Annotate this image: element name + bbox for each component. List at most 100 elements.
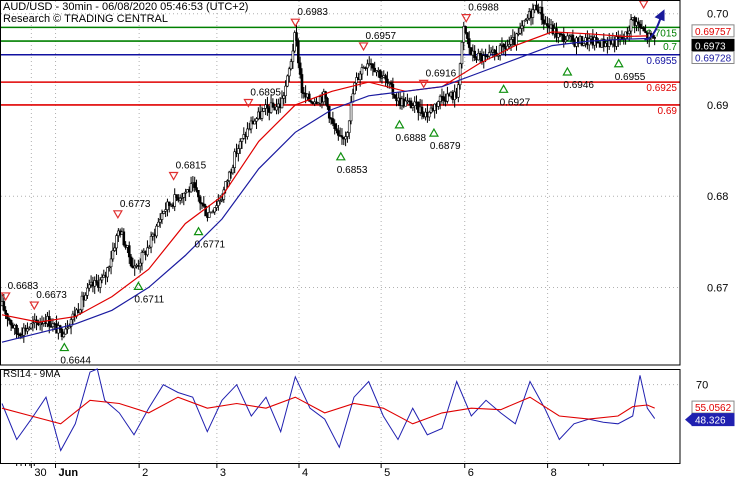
candle-body	[317, 102, 320, 105]
candle-body	[466, 32, 469, 39]
candle-body	[269, 102, 273, 113]
candle-body	[517, 32, 520, 35]
candle-body	[293, 32, 297, 52]
candle-body	[420, 106, 424, 114]
candle-body	[297, 40, 300, 64]
candle-body	[642, 27, 646, 32]
candle-body	[271, 102, 275, 108]
candle-body	[7, 318, 11, 321]
candle-body	[458, 63, 462, 86]
candle-body	[253, 120, 257, 125]
candle-body	[31, 322, 35, 325]
tag-label: 48.326	[695, 416, 726, 427]
peak-label: 0.6988	[468, 3, 499, 14]
x-tick-label: 3	[220, 467, 226, 479]
peak-marker	[243, 98, 254, 108]
peak-marker	[358, 42, 369, 52]
candle-body	[193, 182, 197, 188]
candle-body	[217, 200, 220, 206]
y-tick-label: 0.67	[707, 282, 728, 294]
rsi-title: RSI14 - 9MA	[3, 369, 61, 380]
peak-label: 0.6673	[36, 290, 67, 301]
trough-label: 0.6644	[60, 356, 91, 367]
candle-body	[66, 327, 69, 330]
rsi-panel-frame	[0, 369, 681, 464]
candle-body	[95, 280, 98, 283]
candle-body	[260, 111, 264, 119]
candle-body	[602, 38, 606, 47]
candle-body	[344, 136, 347, 140]
candle-body	[629, 19, 633, 32]
x-tick-label: Jun	[59, 467, 79, 479]
candle-body	[146, 247, 149, 256]
candle-body	[493, 49, 496, 54]
candle-body	[284, 85, 287, 97]
candle-body	[233, 151, 237, 168]
forecast-arrow	[644, 9, 665, 41]
price-tags: 0.69757 0.6973 0.69728 55.0562 48.326	[685, 24, 735, 427]
candle-body	[498, 45, 502, 56]
candle-body	[84, 294, 87, 301]
candle-body	[366, 63, 369, 69]
level-label: 0.6955	[646, 56, 677, 67]
price-tag-ma-fast: 0.69757	[691, 24, 735, 38]
peak-marker	[29, 301, 40, 311]
trough-label: 0.6711	[134, 294, 164, 305]
candle-body	[202, 203, 206, 207]
candle-body	[247, 128, 251, 131]
peak-label: 0.6895	[250, 88, 281, 99]
candle-body	[595, 37, 598, 43]
candle-body	[393, 94, 396, 99]
candle-body	[298, 62, 302, 75]
candle-body	[333, 123, 336, 130]
candle-body	[404, 100, 407, 107]
peak-label: 0.6773	[120, 199, 151, 210]
candle-body	[446, 93, 449, 102]
trough-marker	[428, 127, 439, 137]
candlestick-series	[0, 0, 656, 343]
candle-body	[162, 210, 166, 214]
peak-label: 0.6815	[176, 161, 207, 172]
candle-body	[478, 52, 482, 56]
candle-body	[507, 44, 511, 47]
tag-box	[691, 413, 735, 427]
candle-body	[535, 4, 538, 11]
candle-body	[295, 32, 298, 42]
candle-body	[211, 211, 215, 214]
peak-marker	[418, 79, 429, 89]
peak-marker	[461, 14, 472, 23]
candle-body	[540, 6, 544, 21]
candle-body	[637, 21, 640, 25]
candle-body	[473, 50, 476, 58]
candle-body	[355, 77, 358, 84]
candle-body	[138, 262, 142, 267]
candle-body	[266, 104, 269, 109]
ma-fast-line	[1, 31, 648, 323]
candle-body	[173, 194, 177, 207]
candle-body	[587, 38, 591, 46]
trough-label: 0.6853	[337, 165, 368, 176]
candle-body	[178, 197, 182, 201]
rsi-tag-value: 48.326	[685, 413, 735, 427]
candle-body	[106, 267, 109, 278]
candle-body	[184, 191, 187, 194]
candle-body	[555, 28, 558, 38]
tag-label: 55.0562	[695, 403, 732, 414]
candle-body	[127, 245, 131, 258]
candle-body	[62, 333, 66, 337]
candle-body	[467, 38, 471, 48]
trough-label: 0.6946	[563, 80, 594, 91]
candle-body	[380, 77, 384, 79]
candle-body	[373, 67, 376, 73]
candle-body	[335, 128, 338, 131]
rsi-tag-ma: 55.0562	[691, 400, 735, 414]
candle-body	[67, 326, 71, 329]
candle-body	[477, 52, 480, 61]
candle-body	[438, 95, 442, 102]
candle-body	[200, 202, 204, 205]
candle-body	[582, 43, 586, 46]
candle-body	[4, 309, 7, 315]
candle-body	[526, 17, 529, 21]
candle-body	[487, 52, 491, 57]
